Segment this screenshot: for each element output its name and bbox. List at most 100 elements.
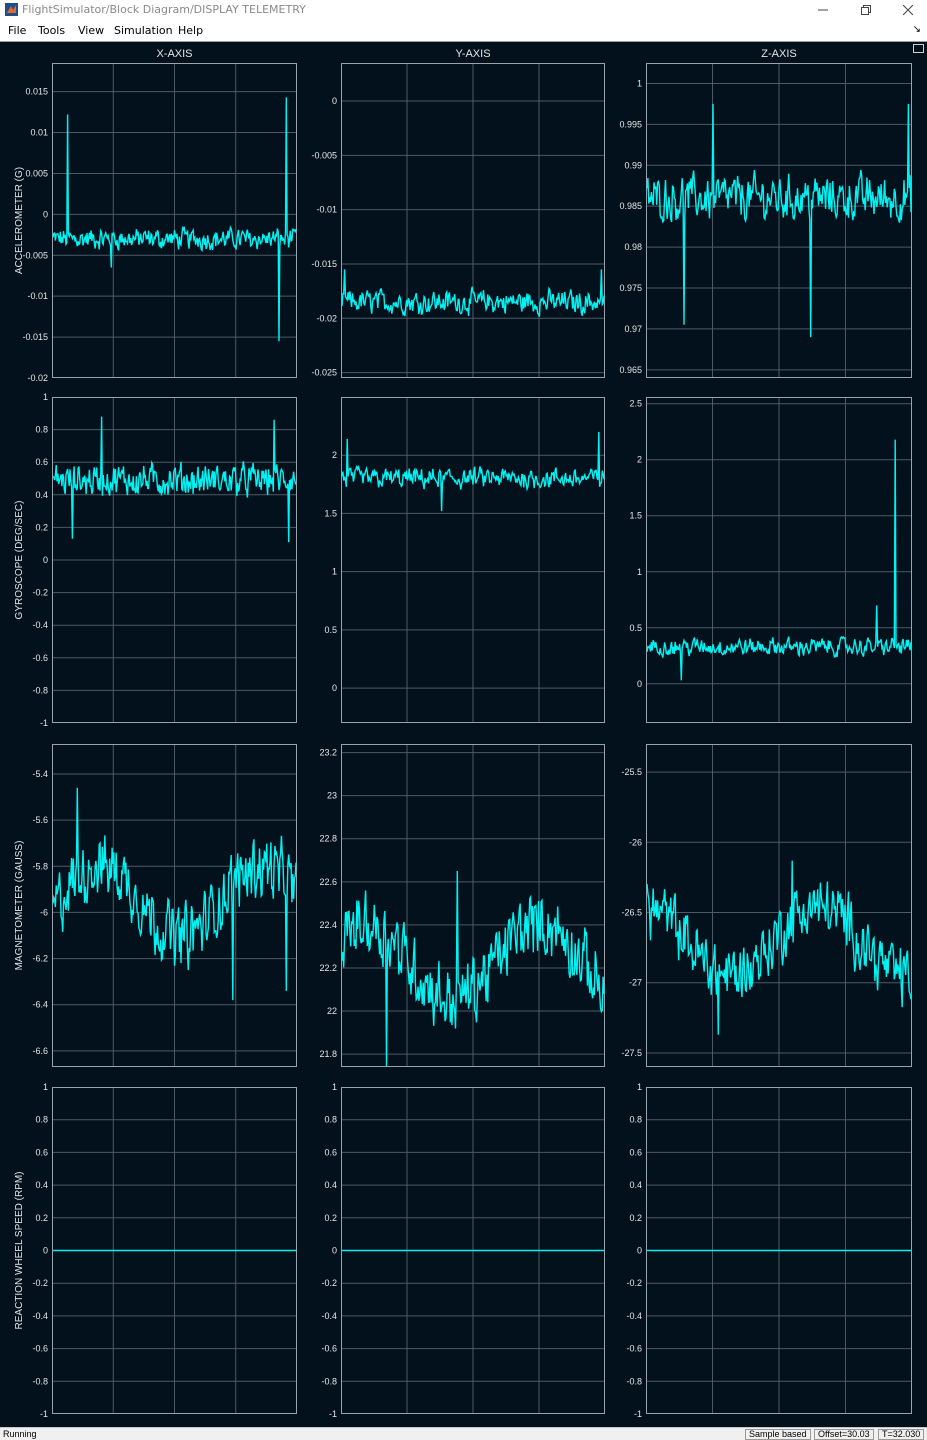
y-tick-label: -0.2 <box>321 1278 337 1288</box>
plot-accelerometer-x: -0.02 -0.015 -0.01 -0.005 0 0.005 0.01 0.015 ACC… <box>14 63 297 383</box>
sample-mode-indicator: Sample based <box>745 1429 811 1440</box>
menu-file[interactable]: File <box>8 24 27 37</box>
y-tick-label: 22.6 <box>319 877 337 887</box>
y-tick-label: -0.01 <box>27 291 48 301</box>
y-tick-label: -0.4 <box>321 1311 337 1321</box>
y-tick-label: -0.005 <box>311 150 337 160</box>
plot-frame <box>341 397 605 723</box>
y-tick-label: -0.025 <box>311 368 337 378</box>
y-tick-label: 0.4 <box>324 1180 337 1190</box>
y-tick-label: 0.5 <box>629 623 642 633</box>
plot-magnetometer-x: -6.6 -6.4 -6.2 -6 -5.8 -5.6 -5.4 MAGNETOMETER (… <box>14 744 297 1067</box>
y-tick-label: 0 <box>637 679 642 689</box>
y-tick-label: -0.02 <box>27 373 48 383</box>
y-tick-label: -0.6 <box>32 653 48 663</box>
y-tick-label: 0.8 <box>324 1115 337 1125</box>
plot-gyroscope-y: 0 0.5 1 1.5 2 <box>324 397 605 723</box>
menu-tools[interactable]: Tools <box>38 24 66 37</box>
time-indicator: T=32.030 <box>878 1429 925 1440</box>
plot-frame <box>646 63 912 378</box>
y-tick-label: 0 <box>637 1246 642 1256</box>
menu-overflow-arrow-icon[interactable]: ↘ <box>912 24 921 35</box>
y-axis-label: ACCELEROMETER (G) <box>14 167 25 274</box>
y-tick-label: 1.5 <box>629 511 642 521</box>
window-title: FlightSimulator/Block Diagram/DISPLAY TE… <box>22 3 306 16</box>
y-tick-label: -1 <box>40 1409 48 1419</box>
signal-trace <box>52 787 297 1001</box>
y-tick-label: -26.5 <box>621 908 642 918</box>
y-tick-label: 23.2 <box>319 748 337 758</box>
plot-reaction-wheel-y: -1 -0.8 -0.6 -0.4 -0.2 0 0.2 0.4 0.6 0.8 1 <box>321 1082 605 1419</box>
y-tick-label: 22 <box>327 1006 337 1016</box>
y-tick-label: -0.005 <box>22 250 48 260</box>
plot-magnetometer-y: 21.8 22 22.2 22.4 22.6 22.8 23 23.2 <box>319 744 605 1067</box>
y-tick-label: -5.6 <box>32 815 48 825</box>
menu-help[interactable]: Help <box>178 24 204 37</box>
status-bar: Running Sample based Offset=30.03 T=32.0… <box>0 1427 927 1440</box>
y-tick-label: 0.4 <box>35 1180 48 1190</box>
plot-accelerometer-z: 0.965 0.97 0.975 0.98 0.985 0.99 0.995 1 <box>619 63 912 378</box>
minimize-button[interactable] <box>800 0 846 20</box>
y-tick-label: 2 <box>332 450 337 460</box>
y-tick-label: 0 <box>332 683 337 693</box>
y-tick-label: -6 <box>40 907 48 917</box>
y-tick-label: 0 <box>332 1246 337 1256</box>
y-axis-label: MAGNETOMETER (GAUSS) <box>14 841 25 971</box>
y-tick-label: -26 <box>629 837 642 847</box>
signal-trace <box>52 416 297 543</box>
y-axis-label: GYROSCOPE (DEG/SEC) <box>14 501 25 620</box>
y-tick-label: -0.015 <box>22 332 48 342</box>
y-tick-label: 0.4 <box>629 1180 642 1190</box>
y-tick-label: 0.6 <box>35 457 48 467</box>
y-tick-label: 23 <box>327 791 337 801</box>
y-tick-label: -0.4 <box>32 620 48 630</box>
y-tick-label: 22.2 <box>319 963 337 973</box>
y-tick-label: 1 <box>637 1082 642 1092</box>
signal-trace <box>52 97 297 342</box>
plot-frame <box>341 63 605 378</box>
plot-frame <box>646 1087 912 1414</box>
plot-frame <box>646 397 912 723</box>
column-title-z-axis: Z-AXIS <box>761 48 796 60</box>
y-tick-label: 0.2 <box>324 1213 337 1223</box>
y-tick-label: -0.2 <box>626 1278 642 1288</box>
close-button[interactable] <box>885 0 927 20</box>
y-tick-label: 0 <box>43 209 48 219</box>
plot-reaction-wheel-z: -1 -0.8 -0.6 -0.4 -0.2 0 0.2 0.4 0.6 0.8 1 <box>626 1082 912 1419</box>
y-tick-label: 2.5 <box>629 399 642 409</box>
y-tick-label: -0.4 <box>626 1311 642 1321</box>
y-tick-label: -0.2 <box>32 588 48 598</box>
signal-trace <box>646 439 912 681</box>
plot-gyroscope-x: -1 -0.8 -0.6 -0.4 -0.2 0 0.2 0.4 0.6 0.8 1 GYROSCOP… <box>14 392 297 728</box>
plot-frame <box>341 744 605 1067</box>
y-tick-label: 1 <box>332 567 337 577</box>
menu-simulation[interactable]: Simulation <box>114 24 173 37</box>
y-tick-label: -0.8 <box>321 1376 337 1386</box>
y-tick-label: 0.2 <box>35 522 48 532</box>
signal-trace <box>341 269 605 317</box>
plot-frame <box>52 744 297 1067</box>
column-title-x-axis: X-AXIS <box>156 48 192 60</box>
y-tick-label: -0.01 <box>316 205 337 215</box>
undock-icon[interactable] <box>913 44 924 53</box>
y-tick-label: 1 <box>43 392 48 402</box>
y-tick-label: -0.6 <box>32 1344 48 1354</box>
signal-trace <box>341 870 605 1067</box>
y-tick-label: 0.015 <box>25 87 48 97</box>
plot-frame <box>52 1087 297 1414</box>
title-bar: FlightSimulator/Block Diagram/DISPLAY TE… <box>0 0 927 20</box>
y-tick-label: -6.6 <box>32 1046 48 1056</box>
y-tick-label: -0.4 <box>32 1311 48 1321</box>
y-tick-label: -0.2 <box>32 1278 48 1288</box>
telemetry-plots: X-AXIS Y-AXIS Z-AXIS -0.02 -0.015 -0.01 -0.005… <box>14 48 912 1419</box>
restore-button[interactable] <box>843 0 889 20</box>
y-tick-label: -0.8 <box>626 1376 642 1386</box>
y-tick-label: 0.6 <box>324 1147 337 1157</box>
y-tick-label: 0.8 <box>629 1115 642 1125</box>
y-tick-label: 0 <box>43 1246 48 1256</box>
menu-view[interactable]: View <box>78 24 105 37</box>
y-tick-label: 2 <box>637 455 642 465</box>
y-tick-label: -0.02 <box>316 313 337 323</box>
signal-trace <box>646 103 912 338</box>
plot-accelerometer-y: -0.025 -0.02 -0.015 -0.01 -0.005 0 <box>311 63 605 378</box>
